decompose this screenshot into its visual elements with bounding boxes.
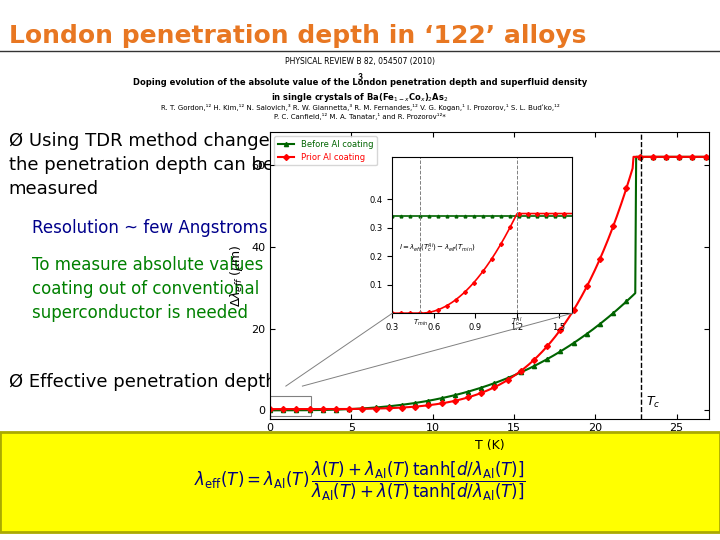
Before Al coating — [626, 295, 634, 301]
Bar — [270, 396, 310, 416]
Prior Al coating — [705, 153, 714, 160]
Before Al coating — [696, 153, 704, 160]
Text: R. T. Gordon,¹² H. Kim,¹² N. Salovich,³ R. W. Giannetta,³ R. M. Fernandes,¹² V. : R. T. Gordon,¹² H. Kim,¹² N. Salovich,³ … — [161, 104, 559, 111]
Prior Al coating — [629, 153, 638, 160]
Prior Al coating — [474, 390, 483, 397]
Before Al coating — [477, 384, 485, 391]
Before Al coating — [527, 364, 536, 370]
Legend: Before Al coating, Prior Al coating: Before Al coating, Prior Al coating — [274, 137, 377, 165]
Prior Al coating — [266, 406, 274, 413]
Prior Al coating — [503, 377, 512, 383]
Before Al coating — [503, 375, 512, 381]
Line: Prior Al coating: Prior Al coating — [268, 155, 711, 411]
Prior Al coating — [527, 359, 536, 366]
Text: Doping evolution of the absolute value of the London penetration depth and super: Doping evolution of the absolute value o… — [133, 78, 587, 87]
Text: $T_{min}$: $T_{min}$ — [413, 318, 428, 328]
Text: London penetration depth in ‘122’ alloys: London penetration depth in ‘122’ alloys — [9, 24, 586, 48]
Before Al coating — [632, 153, 641, 160]
Text: $\lambda_{\mathrm{eff}}(T) = \lambda_{\mathrm{Al}}(T)\,\dfrac{\lambda(T) + \lamb: $\lambda_{\mathrm{eff}}(T) = \lambda_{\m… — [194, 460, 526, 503]
Prior Al coating — [626, 174, 634, 180]
X-axis label: T (K): T (K) — [474, 439, 505, 452]
Prior Al coating — [477, 390, 485, 396]
Line: Before Al coating: Before Al coating — [268, 155, 711, 413]
Y-axis label: $\Delta\lambda_{eff}$ ($\mu$m): $\Delta\lambda_{eff}$ ($\mu$m) — [228, 244, 246, 307]
Text: Ø Effective penetration depth: Ø Effective penetration depth — [9, 373, 276, 390]
Text: in single crystals of Ba(Fe$_{1-x}$Co$_x$)$_2$As$_2$: in single crystals of Ba(Fe$_{1-x}$Co$_x… — [271, 91, 449, 104]
Text: Resolution ~ few Angstroms: Resolution ~ few Angstroms — [32, 219, 268, 237]
Before Al coating — [705, 153, 714, 160]
Prior Al coating — [696, 153, 704, 160]
Text: $T_c^{Al}$: $T_c^{Al}$ — [511, 316, 523, 329]
Before Al coating — [266, 407, 274, 414]
Text: To measure absolute values
coating out of conventional
superconductor is needed: To measure absolute values coating out o… — [32, 256, 264, 322]
Text: $l = \lambda_{eff}(T_c^{Al}) - \lambda_{eff}(T_{min})$: $l = \lambda_{eff}(T_c^{Al}) - \lambda_{… — [400, 242, 476, 255]
Before Al coating — [474, 385, 483, 392]
Text: Ø Using TDR method changes in
the penetration depth can be
measured: Ø Using TDR method changes in the penetr… — [9, 132, 301, 198]
Text: P. C. Canfield,¹² M. A. Tanatar,¹ and R. Prozorov¹²*: P. C. Canfield,¹² M. A. Tanatar,¹ and R.… — [274, 113, 446, 120]
Text: $T_c$: $T_c$ — [646, 395, 660, 410]
FancyBboxPatch shape — [0, 432, 720, 532]
Text: PHYSICAL REVIEW B 82, 054507 (2010): PHYSICAL REVIEW B 82, 054507 (2010) — [285, 57, 435, 66]
Text: $\mathbf{\mathcal{3}}$: $\mathbf{\mathcal{3}}$ — [356, 71, 364, 82]
